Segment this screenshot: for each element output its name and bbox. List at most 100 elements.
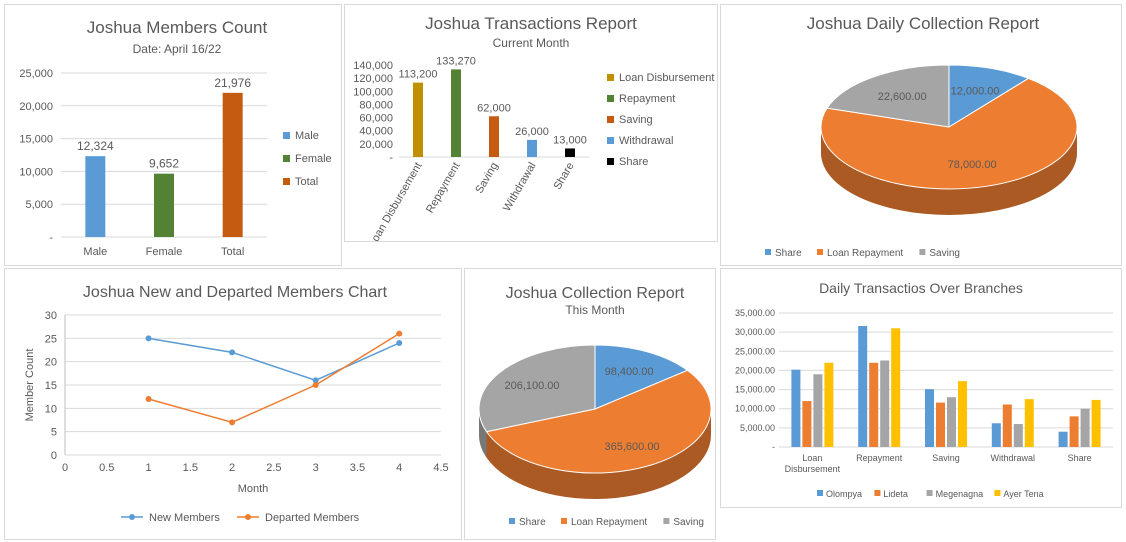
series-line-1 [149,334,400,423]
y-tick-label: 30 [45,310,57,322]
chart-title: Daily Transactios Over Branches [819,280,1023,296]
x-tick-label: Loan [802,453,822,463]
legend-marker [245,514,251,520]
legend-swatch [663,518,669,524]
bar-2-3 [1014,424,1023,447]
daily-collection-panel: Joshua Daily Collection Report 12,000.00 7… [720,4,1122,266]
x-tick-label: 3.5 [350,462,365,474]
data-point [396,340,402,346]
y-tick-label: 25,000.00 [735,346,775,356]
x-tick-label: Withdrawal [501,161,539,214]
legend-label: Loan Repayment [571,517,647,528]
y-tick-label: 20,000 [359,139,393,151]
legend-swatch [283,132,290,139]
chart-subtitle: Date: April 16/22 [133,42,222,56]
legend-label: Olompya [826,489,862,499]
bar-1-1 [869,363,878,447]
series-line-0 [149,338,400,380]
legend-swatch [561,518,567,524]
legend-swatch [607,137,614,144]
data-label: 21,976 [214,76,251,90]
chart-title: Joshua Members Count [87,18,268,37]
chart-subtitle: Current Month [493,36,570,50]
x-tick-label: Repayment [424,161,463,216]
legend-swatch [607,158,614,165]
data-point [146,335,152,341]
legend-swatch [765,249,771,255]
bar-0-2 [925,389,934,447]
data-label: 12,000.00 [951,86,1000,98]
legend-label: Saving [673,517,704,528]
y-tick-label: 5,000 [25,199,53,211]
y-tick-label: 60,000 [359,113,393,125]
y-tick-label: 30,000.00 [735,327,775,337]
legend-swatch [927,490,933,496]
transactions-panel: Joshua Transactions Report Current Month -… [344,4,718,242]
members-line-panel: Joshua New and Departed Members Chart 0 5 1… [4,268,462,540]
chart-title: Joshua Collection Report [506,285,685,302]
bar-1-0 [802,401,811,447]
chart-title: Joshua Transactions Report [425,14,637,33]
bar-0-1 [858,326,867,447]
data-point [146,396,152,402]
members-count-chart: Joshua Members Count Date: April 16/22 - 5,… [5,5,341,265]
y-tick-label: 5,000.00 [740,423,775,433]
data-point [229,419,235,425]
legend-swatch [607,95,614,102]
x-tick-label: Saving [932,453,960,463]
x-tick-label: 0 [62,462,68,474]
x-tick-label: Repayment [856,453,903,463]
chart-subtitle: This Month [565,303,624,317]
data-label: 98,400.00 [605,366,654,378]
transactions-chart: Joshua Transactions Report Current Month -… [345,5,717,241]
x-tick-label: 4 [396,462,402,474]
bar-1 [451,69,461,157]
x-tick-label: 3 [313,462,319,474]
bar-1-4 [1070,416,1079,447]
bar-3-2 [958,381,967,447]
x-tick-label: Saving [473,161,500,196]
bar-2 [223,93,243,237]
bar-3-0 [824,363,833,447]
data-label: 13,000 [553,134,587,146]
y-axis-label: Member Count [24,349,36,422]
legend-swatch [509,518,515,524]
data-label: 365,600.00 [605,441,660,453]
legend-swatch [817,490,823,496]
x-tick-label: Withdrawal [991,453,1036,463]
y-tick-label: 20 [45,357,57,369]
bar-4 [565,148,575,157]
y-tick-label: 0 [51,450,57,462]
bar-3-4 [1092,400,1101,447]
legend-label: Female [295,153,332,165]
chart-title: Joshua Daily Collection Report [807,14,1040,33]
x-tick-label: Female [146,246,183,258]
y-tick-label: - [389,152,393,164]
x-tick-label: 2 [229,462,235,474]
data-label: 26,000 [515,126,549,138]
chart-title: Joshua New and Departed Members Chart [83,284,388,301]
data-label: 9,652 [149,157,179,171]
legend-swatch [817,249,823,255]
y-tick-label: 40,000 [359,126,393,138]
y-tick-label: 120,000 [353,73,393,85]
bar-0-3 [992,423,1001,447]
bar-3-3 [1025,399,1034,447]
bar-0 [85,156,105,237]
x-tick-label: 0.5 [99,462,114,474]
y-tick-label: 15,000 [19,134,53,146]
legend-label: Saving [619,114,653,126]
y-tick-label: - [772,442,775,452]
legend-label: Withdrawal [619,135,673,147]
daily-collection-chart: Joshua Daily Collection Report 12,000.00 7… [721,5,1121,265]
y-tick-label: 20,000 [19,101,53,113]
legend-swatch [607,74,614,81]
bar-1-3 [1003,405,1012,447]
legend-label: Departed Members [265,512,360,524]
data-label: 62,000 [477,102,511,114]
x-tick-label: Total [221,246,244,258]
x-tick-label: Male [83,246,107,258]
x-axis-label: Month [238,483,269,495]
legend-swatch [283,178,290,185]
y-tick-label: 140,000 [353,60,393,72]
